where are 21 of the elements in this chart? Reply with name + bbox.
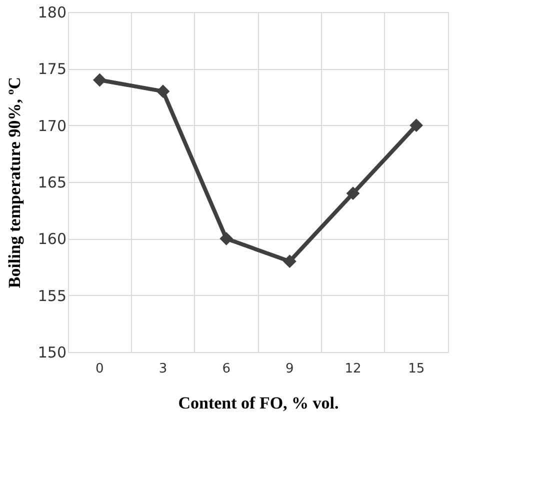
x-tick-label: 15 <box>408 362 425 376</box>
point <box>156 84 170 98</box>
y-tick-label: 150 <box>38 344 66 362</box>
y-tick-label: 155 <box>38 286 66 305</box>
point <box>282 254 296 268</box>
y-tick-label: 175 <box>38 60 66 78</box>
x-axis-title: Content of FO, % vol. <box>178 394 339 412</box>
y-tick-label: 170 <box>38 116 66 135</box>
point <box>220 232 234 246</box>
y-tick-label: 165 <box>38 174 66 192</box>
x-tick-label: 0 <box>96 362 104 376</box>
x-tick-label: 9 <box>286 362 294 376</box>
point <box>92 73 106 87</box>
x-tick-label: 3 <box>158 362 168 376</box>
y-tick-label: 160 <box>38 230 66 248</box>
x-tick-label: 12 <box>344 362 362 376</box>
y-tick-label: 180 <box>38 4 66 22</box>
point <box>346 186 360 200</box>
point <box>410 118 424 132</box>
x-tick-label: 6 <box>222 362 230 376</box>
y-axis-title: Boiling temperature 90%, ºC <box>4 76 24 288</box>
